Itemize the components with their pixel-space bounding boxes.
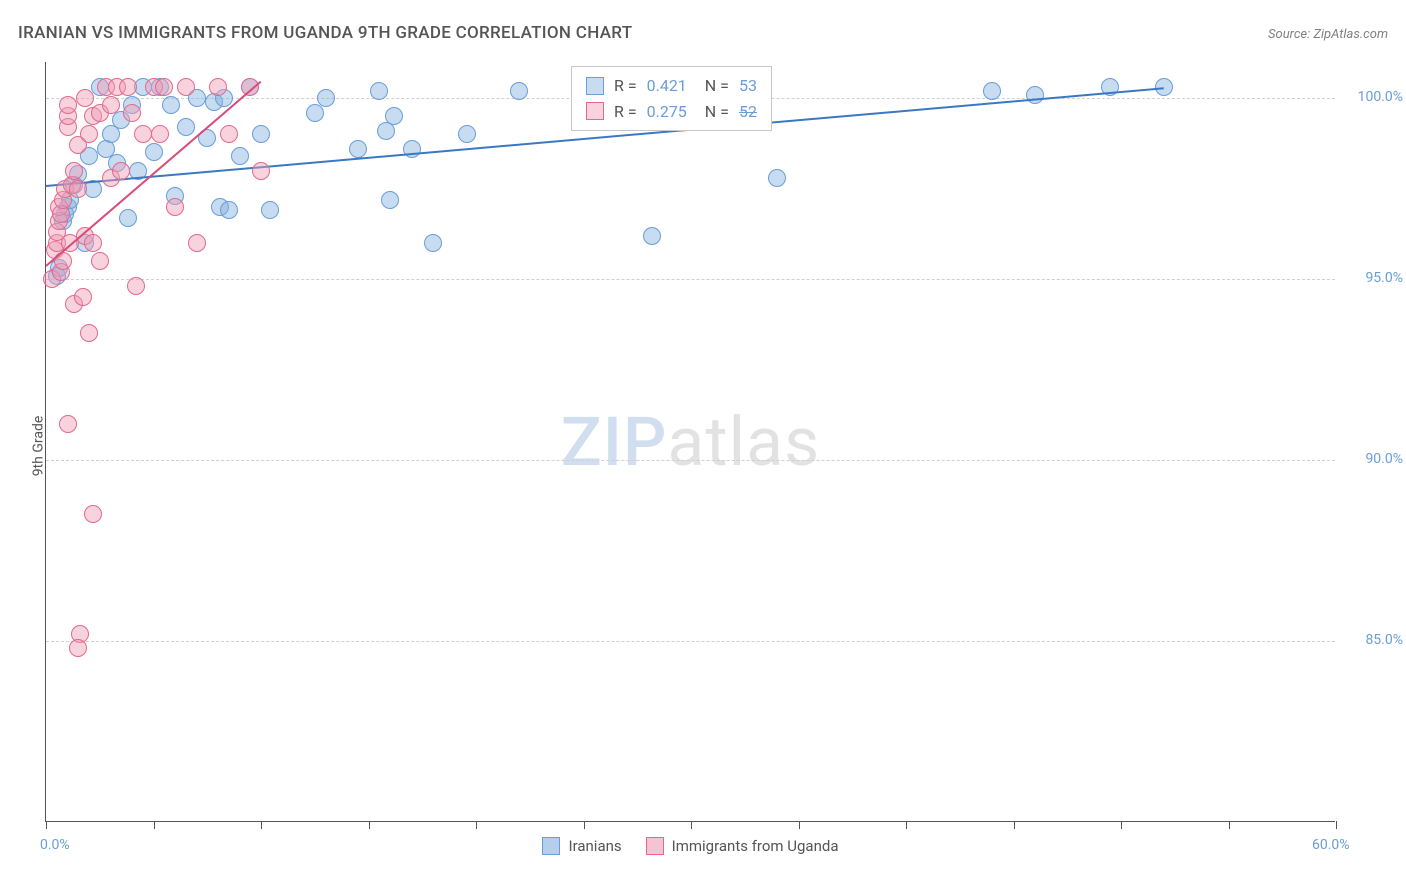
data-point [119,209,137,227]
x-tick [1336,821,1337,829]
x-tick [46,821,47,829]
data-point [80,125,98,143]
data-point [145,143,163,161]
y-axis-label: 9th Grade [30,416,46,477]
data-point [261,201,279,219]
data-point [643,227,661,245]
data-point [155,78,173,96]
header: IRANIAN VS IMMIGRANTS FROM UGANDA 9TH GR… [18,23,1388,43]
data-point [370,82,388,100]
series-swatch [586,77,604,95]
data-point [385,107,403,125]
chart-title: IRANIAN VS IMMIGRANTS FROM UGANDA 9TH GR… [18,23,632,43]
legend-item: Iranians [542,837,621,855]
r-label: R = [614,73,637,99]
source-prefix: Source: [1268,27,1313,42]
y-tick-label: 100.0% [1358,89,1403,105]
data-point [59,96,77,114]
legend-label: Iranians [568,837,621,855]
source-name: ZipAtlas.com [1313,27,1388,42]
gridline-h [46,641,1335,642]
legend: Iranians Immigrants from Uganda [46,837,1335,859]
data-point [220,125,238,143]
data-point [84,234,102,252]
x-tick [154,821,155,829]
y-tick-label: 90.0% [1365,451,1403,467]
r-value: 0.421 [647,73,687,99]
x-tick [1121,821,1122,829]
data-point [59,415,77,433]
data-point [252,162,270,180]
legend-label: Immigrants from Uganda [672,837,839,855]
x-tick [476,821,477,829]
data-point [317,89,335,107]
x-tick [1014,821,1015,829]
data-point [127,277,145,295]
y-tick-label: 85.0% [1365,632,1403,648]
data-point [65,162,83,180]
x-tick [906,821,907,829]
data-point [134,125,152,143]
gridline-h [46,279,1335,280]
r-value: 0.275 [647,99,687,125]
legend-item: Immigrants from Uganda [646,837,839,855]
data-point [458,125,476,143]
data-point [123,104,141,122]
data-point [349,140,367,158]
data-point [381,191,399,209]
data-point [84,505,102,523]
source-attribution: Source: ZipAtlas.com [1268,27,1388,42]
data-point [119,78,137,96]
n-value: 53 [739,73,757,99]
gridline-h [46,460,1335,461]
x-tick [584,821,585,829]
x-tick [1229,821,1230,829]
data-point [983,82,1001,100]
data-point [177,78,195,96]
data-point [424,234,442,252]
data-point [91,252,109,270]
data-point [102,96,120,114]
x-tick-label: 0.0% [40,837,70,853]
data-point [166,198,184,216]
stats-row: R = 0.275 N = 52 [586,99,757,125]
data-point [112,162,130,180]
r-label: R = [614,99,637,125]
data-point [69,639,87,657]
x-tick [799,821,800,829]
legend-swatch [542,837,560,855]
legend-swatch [646,837,664,855]
n-label: N = [705,99,729,125]
data-point [80,324,98,342]
data-point [69,180,87,198]
watermark-zip: ZIP [561,402,668,482]
data-point [768,169,786,187]
data-point [209,78,227,96]
x-tick [369,821,370,829]
data-point [510,82,528,100]
x-tick-label: 60.0% [1312,837,1350,853]
data-point [76,89,94,107]
n-label: N = [705,73,729,99]
stats-row: R = 0.421 N = 53 [586,73,757,99]
scatter-plot: ZIPatlas IraniansImmigrants from Uganda … [45,62,1335,822]
series-swatch [586,102,604,120]
x-tick [261,821,262,829]
data-point [231,147,249,165]
watermark-atlas: atlas [667,402,820,482]
data-point [220,201,238,219]
x-tick [691,821,692,829]
stats-box: R = 0.421 N = 53 R = 0.275 N = 52 [571,66,772,131]
n-value: 52 [739,99,757,125]
data-point [252,125,270,143]
y-tick-label: 95.0% [1365,270,1403,286]
data-point [74,288,92,306]
data-point [162,96,180,114]
data-point [188,234,206,252]
data-point [151,125,169,143]
watermark: ZIPatlas [561,402,821,482]
data-point [177,118,195,136]
